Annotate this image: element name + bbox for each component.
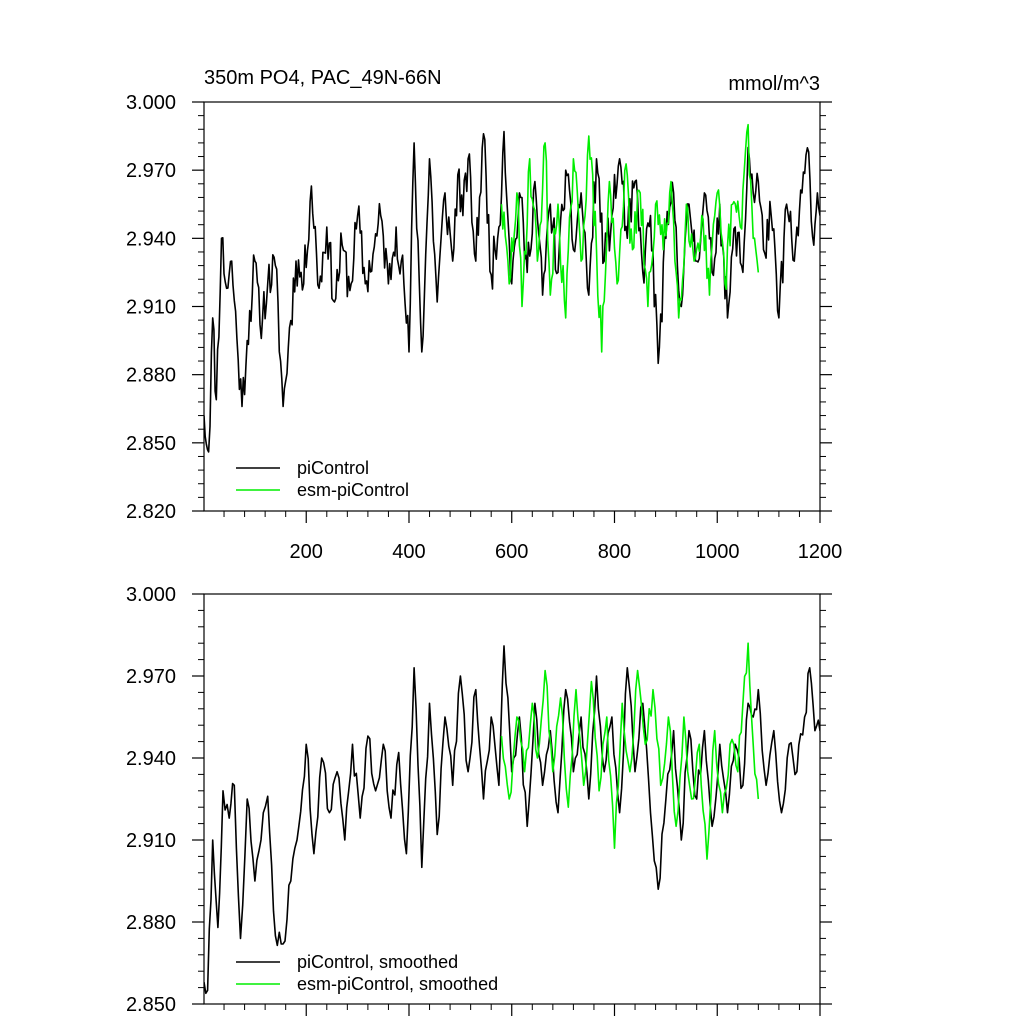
y-tick-label: 2.850 <box>126 994 176 1016</box>
y-tick-label: 2.850 <box>126 433 176 455</box>
x-tick-label: 600 <box>495 541 528 563</box>
plot-frame <box>203 593 821 1005</box>
legend-label: piControl, smoothed <box>297 952 458 972</box>
y-tick-label: 2.970 <box>126 160 176 182</box>
chart-title: 350m PO4, PAC_49N-66N <box>204 67 442 89</box>
series-line-picontrol-smoothed <box>204 645 820 995</box>
y-tick-label: 2.820 <box>126 501 176 523</box>
series-line-picontrol <box>204 130 820 453</box>
y-tick-label: 2.970 <box>126 666 176 688</box>
y-tick-label: 2.910 <box>126 830 176 852</box>
y-tick-label: 3.000 <box>126 92 176 114</box>
x-tick-label: 800 <box>598 541 631 563</box>
y-tick-label: 2.880 <box>126 365 176 387</box>
series-line-esm-picontrol <box>500 123 760 353</box>
y-tick-label: 2.940 <box>126 228 176 250</box>
legend-label: esm-piControl <box>297 480 409 500</box>
top-panel: 2.820 2.850 2.880 2.910 2.940 2.970 3.000 200 40… <box>126 67 842 563</box>
bottom-panel: 2.850 2.880 2.910 2.940 2.970 3.000 piControl,… <box>126 584 832 1016</box>
chart-units: mmol/m^3 <box>728 73 820 95</box>
y-tick-label: 2.940 <box>126 748 176 770</box>
series-line-esm-picontrol-smoothed <box>500 642 760 860</box>
y-tick-label: 2.910 <box>126 297 176 319</box>
x-tick-label: 1200 <box>798 541 843 563</box>
y-tick-label: 3.000 <box>126 584 176 606</box>
x-tick-label: 400 <box>392 541 425 563</box>
legend-label: esm-piControl, smoothed <box>297 974 498 994</box>
y-tick-label: 2.880 <box>126 912 176 934</box>
x-tick-label: 1000 <box>695 541 740 563</box>
x-tick-label: 200 <box>290 541 323 563</box>
legend-label: piControl <box>297 458 369 478</box>
